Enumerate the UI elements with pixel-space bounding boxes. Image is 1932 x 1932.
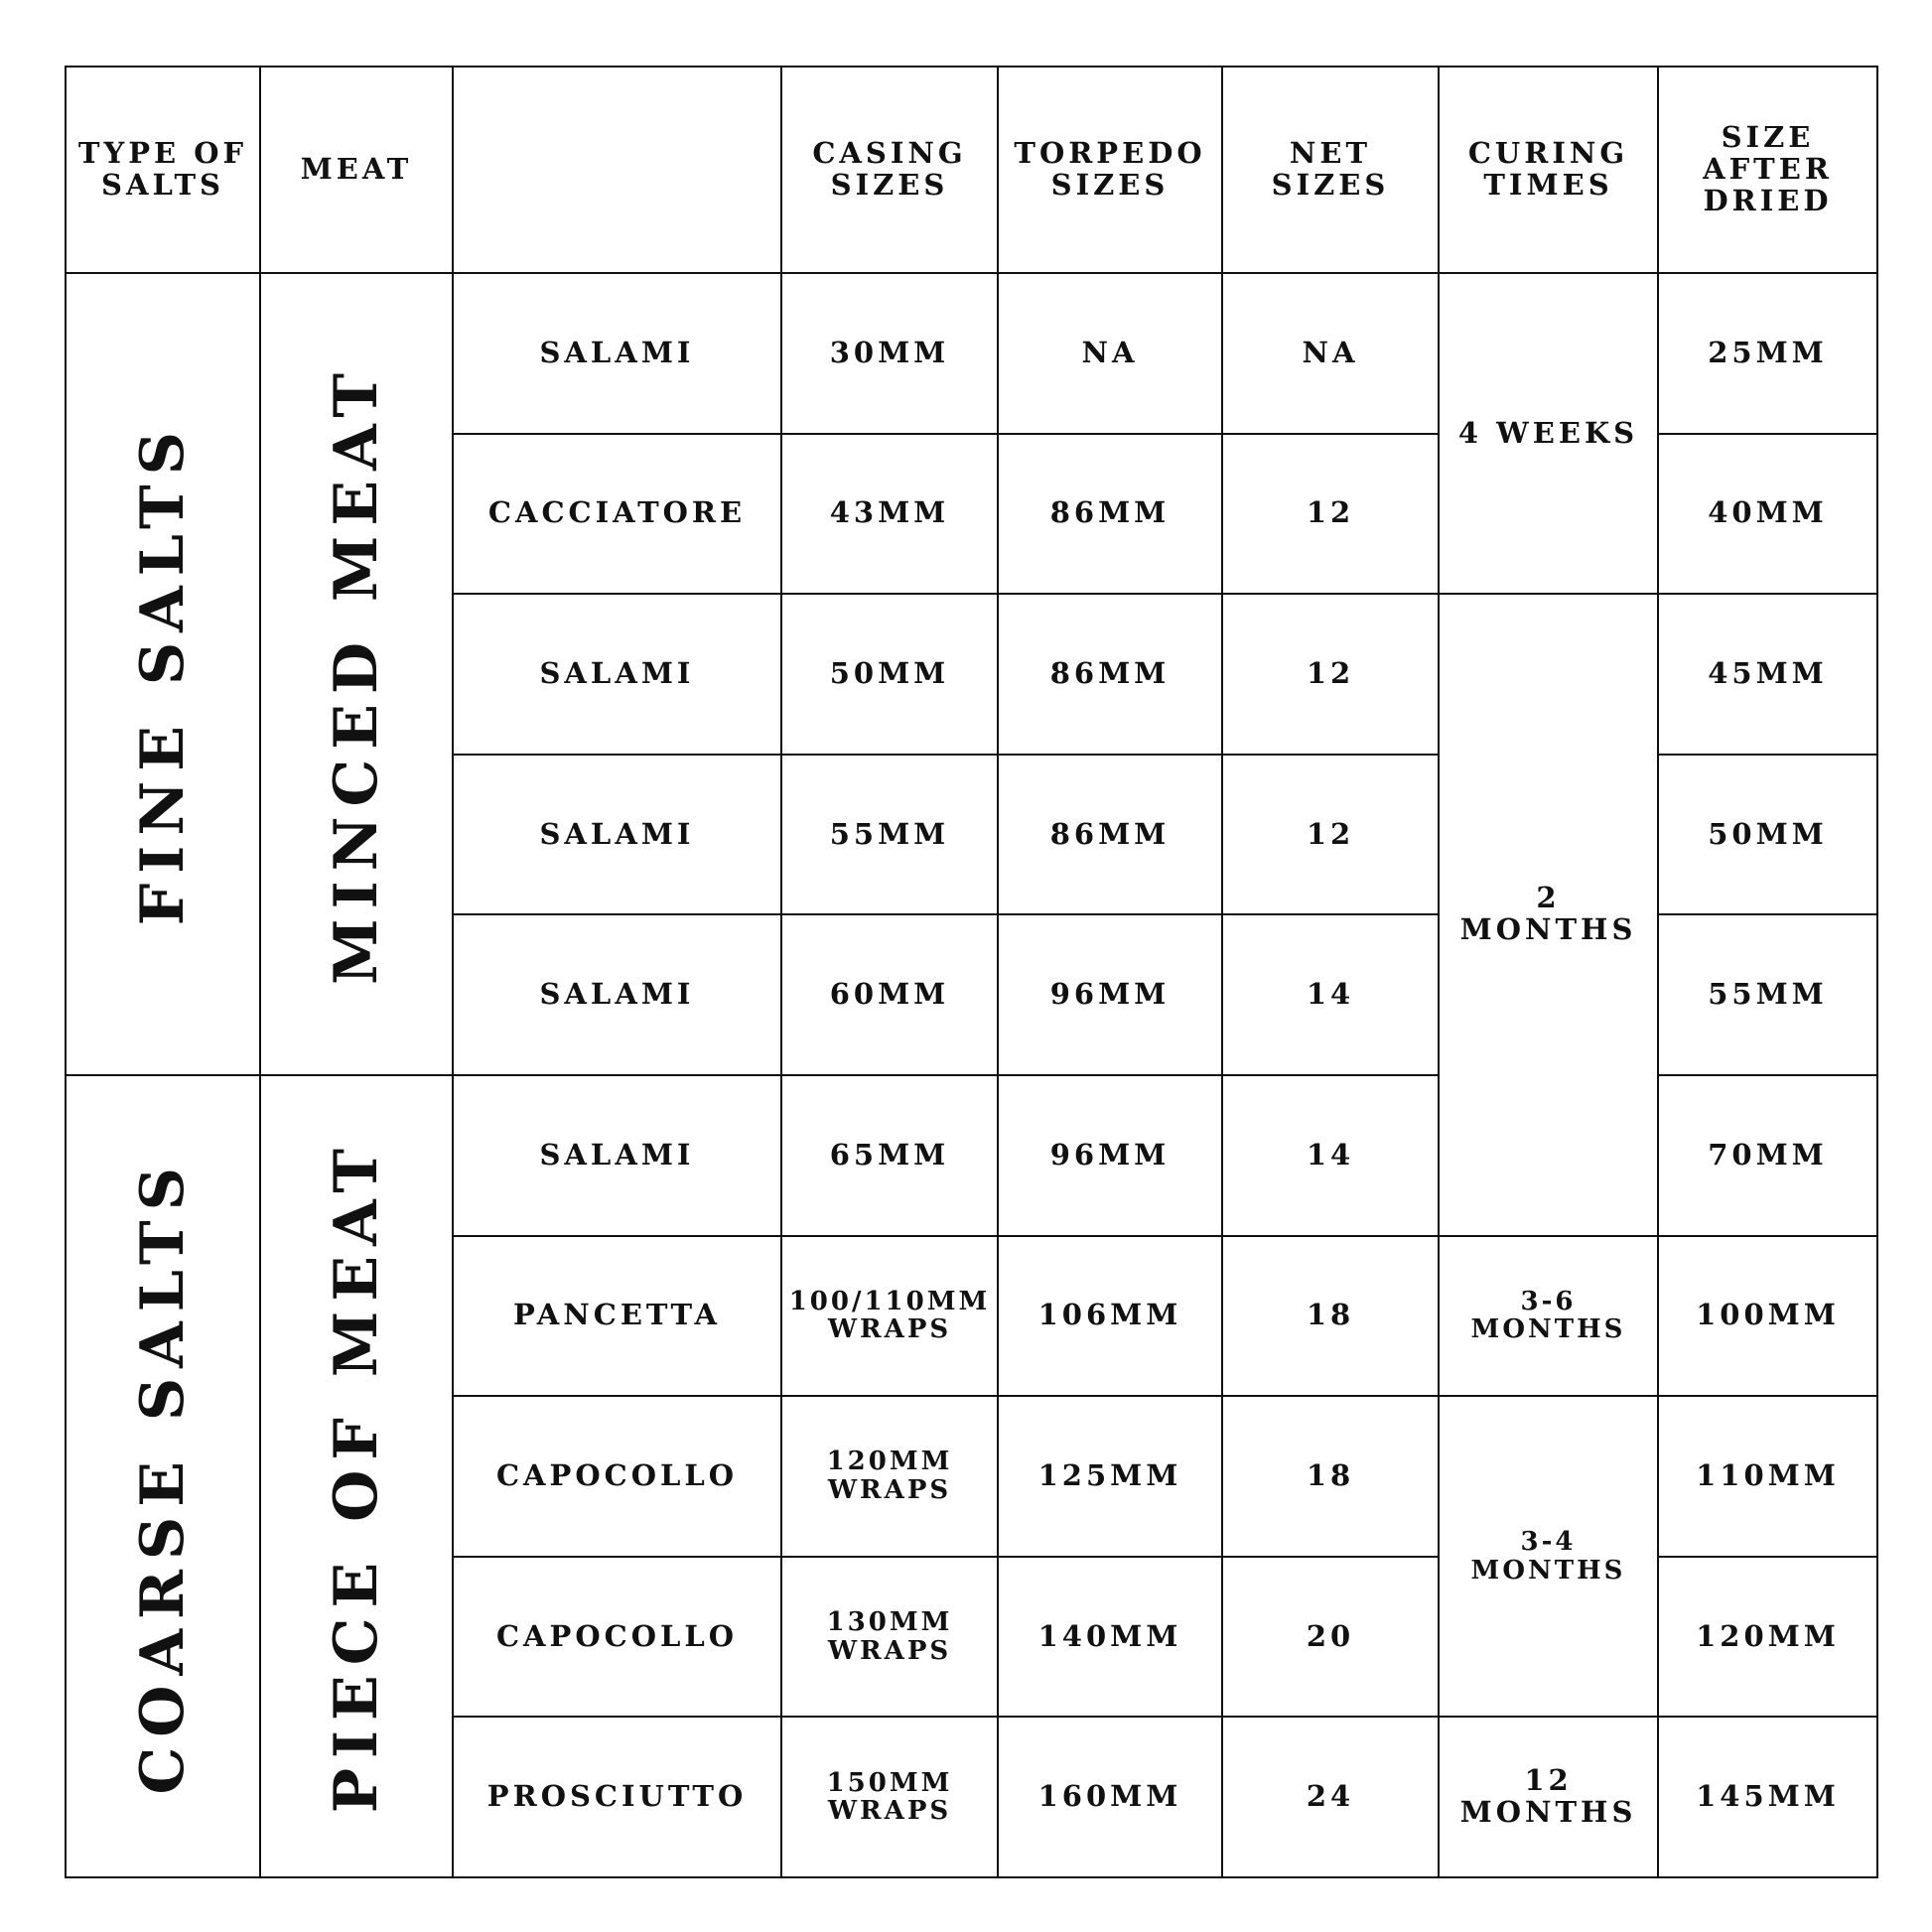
casing-size-cell: 150MM WRAPS (780, 1716, 999, 1878)
curing-chart-table: TYPE OF SALTS MEAT CASING SIZES TORPEDO SIZ… (65, 66, 1878, 1878)
table-row: SALAMI 50MM 86MM 12 2 MONTHS 45MM (66, 593, 1878, 1237)
table-row: COARSE SALTS PIECE OF MEAT SALAMI 65MM 96MM 1… (65, 1073, 1878, 1878)
net-size-cell: 14 (1221, 1073, 1440, 1237)
meat-type-cell-label: MINCED MEAT (322, 363, 391, 985)
size-after-dried-cell: 25MM (1657, 272, 1878, 435)
meat-type-cell: MINCED MEAT (259, 272, 454, 1076)
casing-size-cell: 65MM (780, 1073, 999, 1237)
table-row: CACCIATORE 43MM 86MM 12 40MM (66, 432, 1878, 596)
column-header-curing-times: CURING TIMES (1438, 66, 1659, 274)
net-size-cell: 12 (1221, 593, 1440, 756)
casing-size-cell: 30MM (780, 272, 999, 435)
column-header-casing-sizes: CASING SIZES (780, 66, 999, 274)
table-row: SALAMI 55MM 86MM 12 50MM (66, 753, 1878, 916)
size-after-dried-cell: 145MM (1657, 1716, 1878, 1878)
curing-time-cell: 12 MONTHS (1438, 1716, 1659, 1878)
product-cell: SALAMI (452, 1073, 782, 1237)
size-after-dried-cell: 50MM (1657, 753, 1878, 916)
net-size-cell: 14 (1221, 913, 1440, 1076)
casing-size-cell: 130MM WRAPS (780, 1555, 999, 1719)
torpedo-size-cell: 140MM (997, 1555, 1223, 1719)
column-header-net-sizes: NET SIZES (1221, 66, 1440, 274)
torpedo-size-cell: 160MM (997, 1716, 1223, 1878)
product-cell: CACCIATORE (452, 432, 782, 596)
table-row: PANCETTA 100/110MM WRAPS 106MM 18 3-6 MONTHS… (66, 1234, 1878, 1398)
casing-size-cell: 60MM (780, 913, 999, 1076)
table-row: CAPOCOLLO 130MM WRAPS 140MM 20 120MM (66, 1555, 1878, 1719)
torpedo-size-cell: 86MM (997, 753, 1223, 916)
salt-type-cell: FINE SALTS (65, 272, 261, 1076)
curing-time-cell: 3-4 MONTHS (1438, 1395, 1659, 1719)
header-row: TYPE OF SALTS MEAT CASING SIZES TORPEDO SIZ… (65, 66, 1878, 274)
torpedo-size-cell: 86MM (997, 432, 1223, 596)
column-header-torpedo-sizes: TORPEDO SIZES (997, 66, 1223, 274)
product-cell: CAPOCOLLO (452, 1395, 782, 1558)
net-size-cell: 18 (1221, 1234, 1440, 1398)
net-size-cell: 20 (1221, 1555, 1440, 1719)
casing-size-cell: 50MM (780, 593, 999, 756)
net-size-cell: NA (1221, 272, 1440, 435)
table-row: FINE SALTS MINCED MEAT SALAMI 30MM NA NA 4 WEE… (65, 271, 1878, 1076)
curing-time-cell: 2 MONTHS (1438, 593, 1659, 1237)
salt-type-cell-label: FINE SALTS (128, 422, 198, 926)
salt-type-cell-label: COARSE SALTS (128, 1158, 198, 1795)
size-after-dried-cell: 40MM (1657, 432, 1878, 596)
salt-type-cell: COARSE SALTS (65, 1073, 261, 1878)
size-after-dried-cell: 100MM (1657, 1234, 1878, 1398)
column-header-size-after-dried: SIZE AFTER DRIED (1657, 66, 1878, 274)
product-cell: SALAMI (452, 913, 782, 1076)
size-after-dried-cell: 45MM (1657, 593, 1878, 756)
casing-size-cell: 120MM WRAPS (780, 1395, 999, 1558)
size-after-dried-cell: 70MM (1657, 1073, 1878, 1237)
torpedo-size-cell: 106MM (997, 1234, 1223, 1398)
net-size-cell: 24 (1221, 1716, 1440, 1878)
column-header-product (452, 66, 782, 274)
curing-time-cell: 4 WEEKS (1438, 271, 1659, 596)
size-after-dried-cell: 55MM (1657, 913, 1878, 1076)
table-row: PROSCIUTTO 150MM WRAPS 160MM 24 12 MONTHS 145… (66, 1716, 1878, 1878)
size-after-dried-cell: 120MM (1657, 1555, 1878, 1719)
torpedo-size-cell: NA (997, 272, 1223, 435)
casing-size-cell: 100/110MM WRAPS (780, 1234, 999, 1398)
meat-type-cell-label: PIECE OF MEAT (322, 1139, 391, 1814)
column-header-meat: MEAT (259, 66, 454, 274)
net-size-cell: 12 (1221, 432, 1440, 596)
product-cell: PANCETTA (452, 1234, 782, 1398)
torpedo-size-cell: 96MM (997, 1073, 1223, 1237)
size-after-dried-cell: 110MM (1657, 1395, 1878, 1558)
casing-size-cell: 55MM (780, 753, 999, 916)
table-body: FINE SALTS MINCED MEAT SALAMI 30MM NA NA 4 WEE… (65, 271, 1878, 1878)
net-size-cell: 18 (1221, 1395, 1440, 1558)
net-size-cell: 12 (1221, 753, 1440, 916)
torpedo-size-cell: 86MM (997, 593, 1223, 756)
product-cell: SALAMI (452, 753, 782, 916)
casing-size-cell: 43MM (780, 432, 999, 596)
product-cell: SALAMI (452, 593, 782, 756)
product-cell: SALAMI (452, 272, 782, 435)
product-cell: CAPOCOLLO (452, 1555, 782, 1719)
torpedo-size-cell: 96MM (997, 913, 1223, 1076)
table-row: SALAMI 60MM 96MM 14 55MM (66, 913, 1878, 1076)
torpedo-size-cell: 125MM (997, 1395, 1223, 1558)
table-row: CAPOCOLLO 120MM WRAPS 125MM 18 3-4 MONTHS 110… (66, 1395, 1878, 1719)
meat-type-cell: PIECE OF MEAT (259, 1073, 454, 1878)
curing-time-cell: 3-6 MONTHS (1438, 1234, 1659, 1398)
column-header-type-of-salts: TYPE OF SALTS (65, 66, 261, 274)
product-cell: PROSCIUTTO (452, 1716, 782, 1878)
